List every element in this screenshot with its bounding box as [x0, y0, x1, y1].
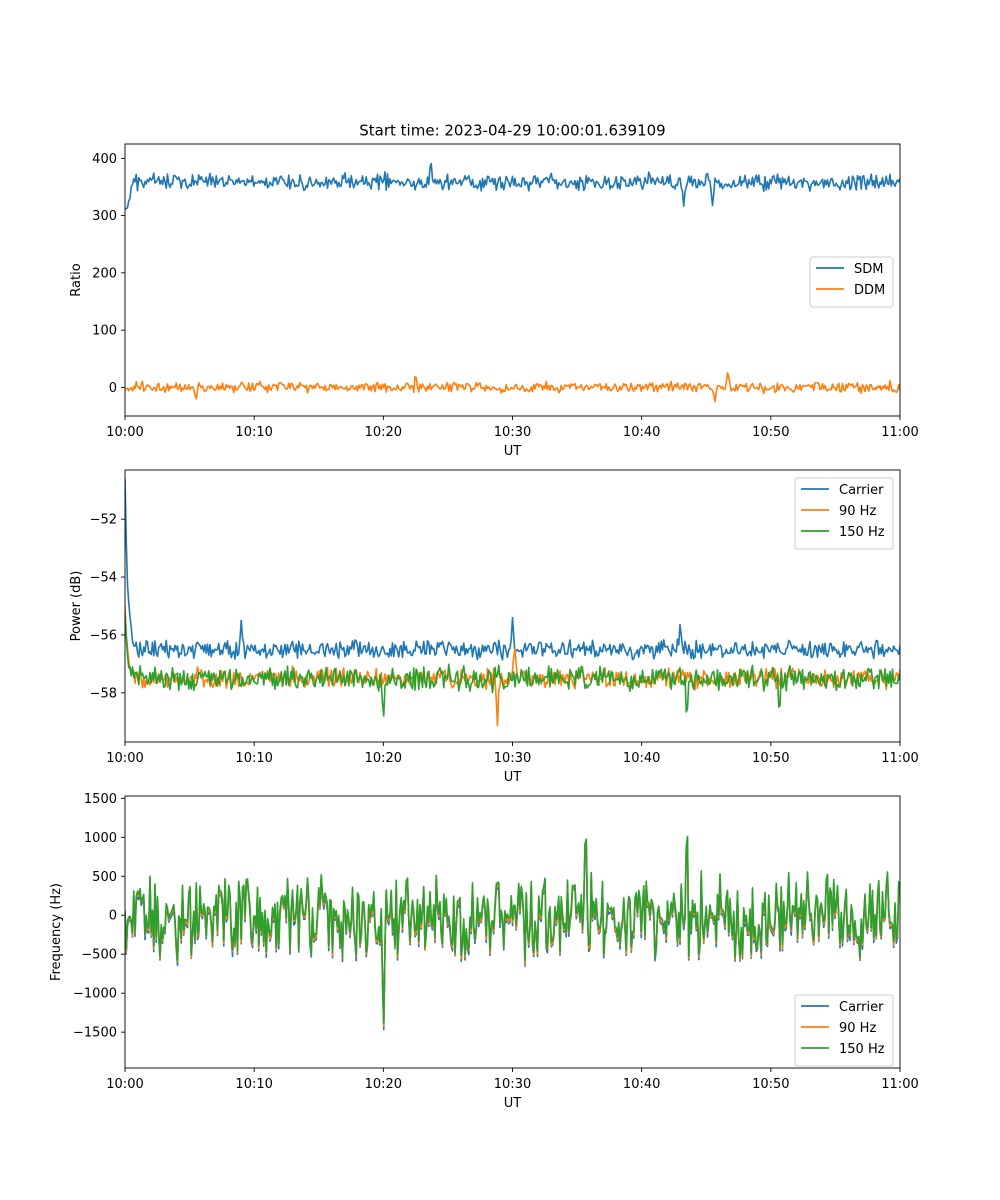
y-tick-label: 400: [92, 152, 117, 167]
x-tick-label: 10:20: [365, 751, 402, 766]
y-tick-label: 1000: [84, 831, 117, 846]
x-tick-label: 10:40: [623, 425, 660, 440]
x-tick-label: 11:00: [881, 751, 918, 766]
x-tick-label: 10:40: [623, 1077, 660, 1092]
legend-label: 150 Hz: [839, 1042, 885, 1057]
y-tick-label: −1500: [73, 1026, 117, 1041]
x-tick-label: 10:10: [235, 751, 272, 766]
figure-title: Start time: 2023-04-29 10:00:01.639109: [359, 122, 665, 140]
x-tick-label: 10:40: [623, 751, 660, 766]
y-tick-label: −52: [90, 513, 117, 528]
legend-label: Carrier: [839, 483, 884, 498]
y-tick-label: −1000: [73, 987, 117, 1002]
x-axis-label: UT: [504, 444, 522, 459]
series-lines: [125, 162, 900, 403]
y-tick-label: 500: [92, 870, 117, 885]
x-tick-label: 10:00: [106, 1077, 143, 1092]
y-tick-label: 200: [92, 266, 117, 281]
x-tick-label: 10:50: [752, 751, 789, 766]
y-tick-label: 1500: [84, 792, 117, 807]
y-tick-label: −58: [90, 686, 117, 701]
x-tick-label: 10:10: [235, 425, 272, 440]
x-tick-label: 10:30: [494, 425, 531, 440]
legend: Carrier 90 Hz 150 Hz: [794, 477, 894, 550]
x-tick-label: 10:30: [494, 1077, 531, 1092]
series-line-150-hz: [125, 835, 900, 1025]
x-tick-label: 10:00: [106, 751, 143, 766]
series-line-carrier: [125, 478, 900, 661]
legend-label: 90 Hz: [839, 1021, 876, 1036]
y-tick-label: 0: [109, 909, 117, 924]
legend-label: DDM: [854, 283, 885, 298]
y-tick-label: −56: [90, 628, 117, 643]
series-lines: [125, 478, 900, 727]
y-tick-label: −54: [90, 571, 117, 586]
series-line-ddm: [125, 372, 900, 403]
x-tick-label: 10:30: [494, 751, 531, 766]
y-tick-label: 0: [109, 381, 117, 396]
chart-panel-2: 10:00 10:10 10:20 10:30 10:40 10:50 11:00 −52 −5…: [69, 469, 919, 785]
x-tick-label: 11:00: [881, 1077, 918, 1092]
y-tick-label: 100: [92, 324, 117, 339]
x-tick-label: 10:50: [752, 425, 789, 440]
chart-panel-3: 10:00 10:10 10:20 10:30 10:40 10:50 11:00 −1500…: [49, 792, 919, 1111]
x-tick-label: 10:20: [365, 1077, 402, 1092]
series-lines: [125, 835, 900, 1031]
legend: Carrier 90 Hz 150 Hz: [794, 994, 894, 1067]
y-axis-label: Power (dB): [69, 571, 84, 642]
series-line-sdm: [125, 162, 900, 210]
legend-box: [809, 256, 894, 308]
legend-label: Carrier: [839, 1000, 884, 1015]
legend-label: 90 Hz: [839, 504, 876, 519]
series-line-150-hz: [125, 614, 900, 717]
x-tick-label: 10:10: [235, 1077, 272, 1092]
chart-panel-1: 10:00 10:10 10:20 10:30 10:40 10:50 11:00 0 100 2…: [69, 143, 919, 459]
y-tick-label: −500: [81, 948, 117, 963]
legend-label: SDM: [854, 262, 883, 277]
x-tick-label: 10:00: [106, 425, 143, 440]
x-tick-label: 10:50: [752, 1077, 789, 1092]
y-axis-label: Ratio: [69, 263, 84, 296]
x-axis-label: UT: [504, 770, 522, 785]
y-tick-label: 300: [92, 209, 117, 224]
x-axis-label: UT: [504, 1096, 522, 1111]
legend-label: 150 Hz: [839, 525, 885, 540]
legend: SDM DDM: [809, 256, 894, 308]
x-tick-label: 11:00: [881, 425, 918, 440]
y-axis-label: Frequency (Hz): [49, 883, 64, 981]
x-tick-label: 10:20: [365, 425, 402, 440]
